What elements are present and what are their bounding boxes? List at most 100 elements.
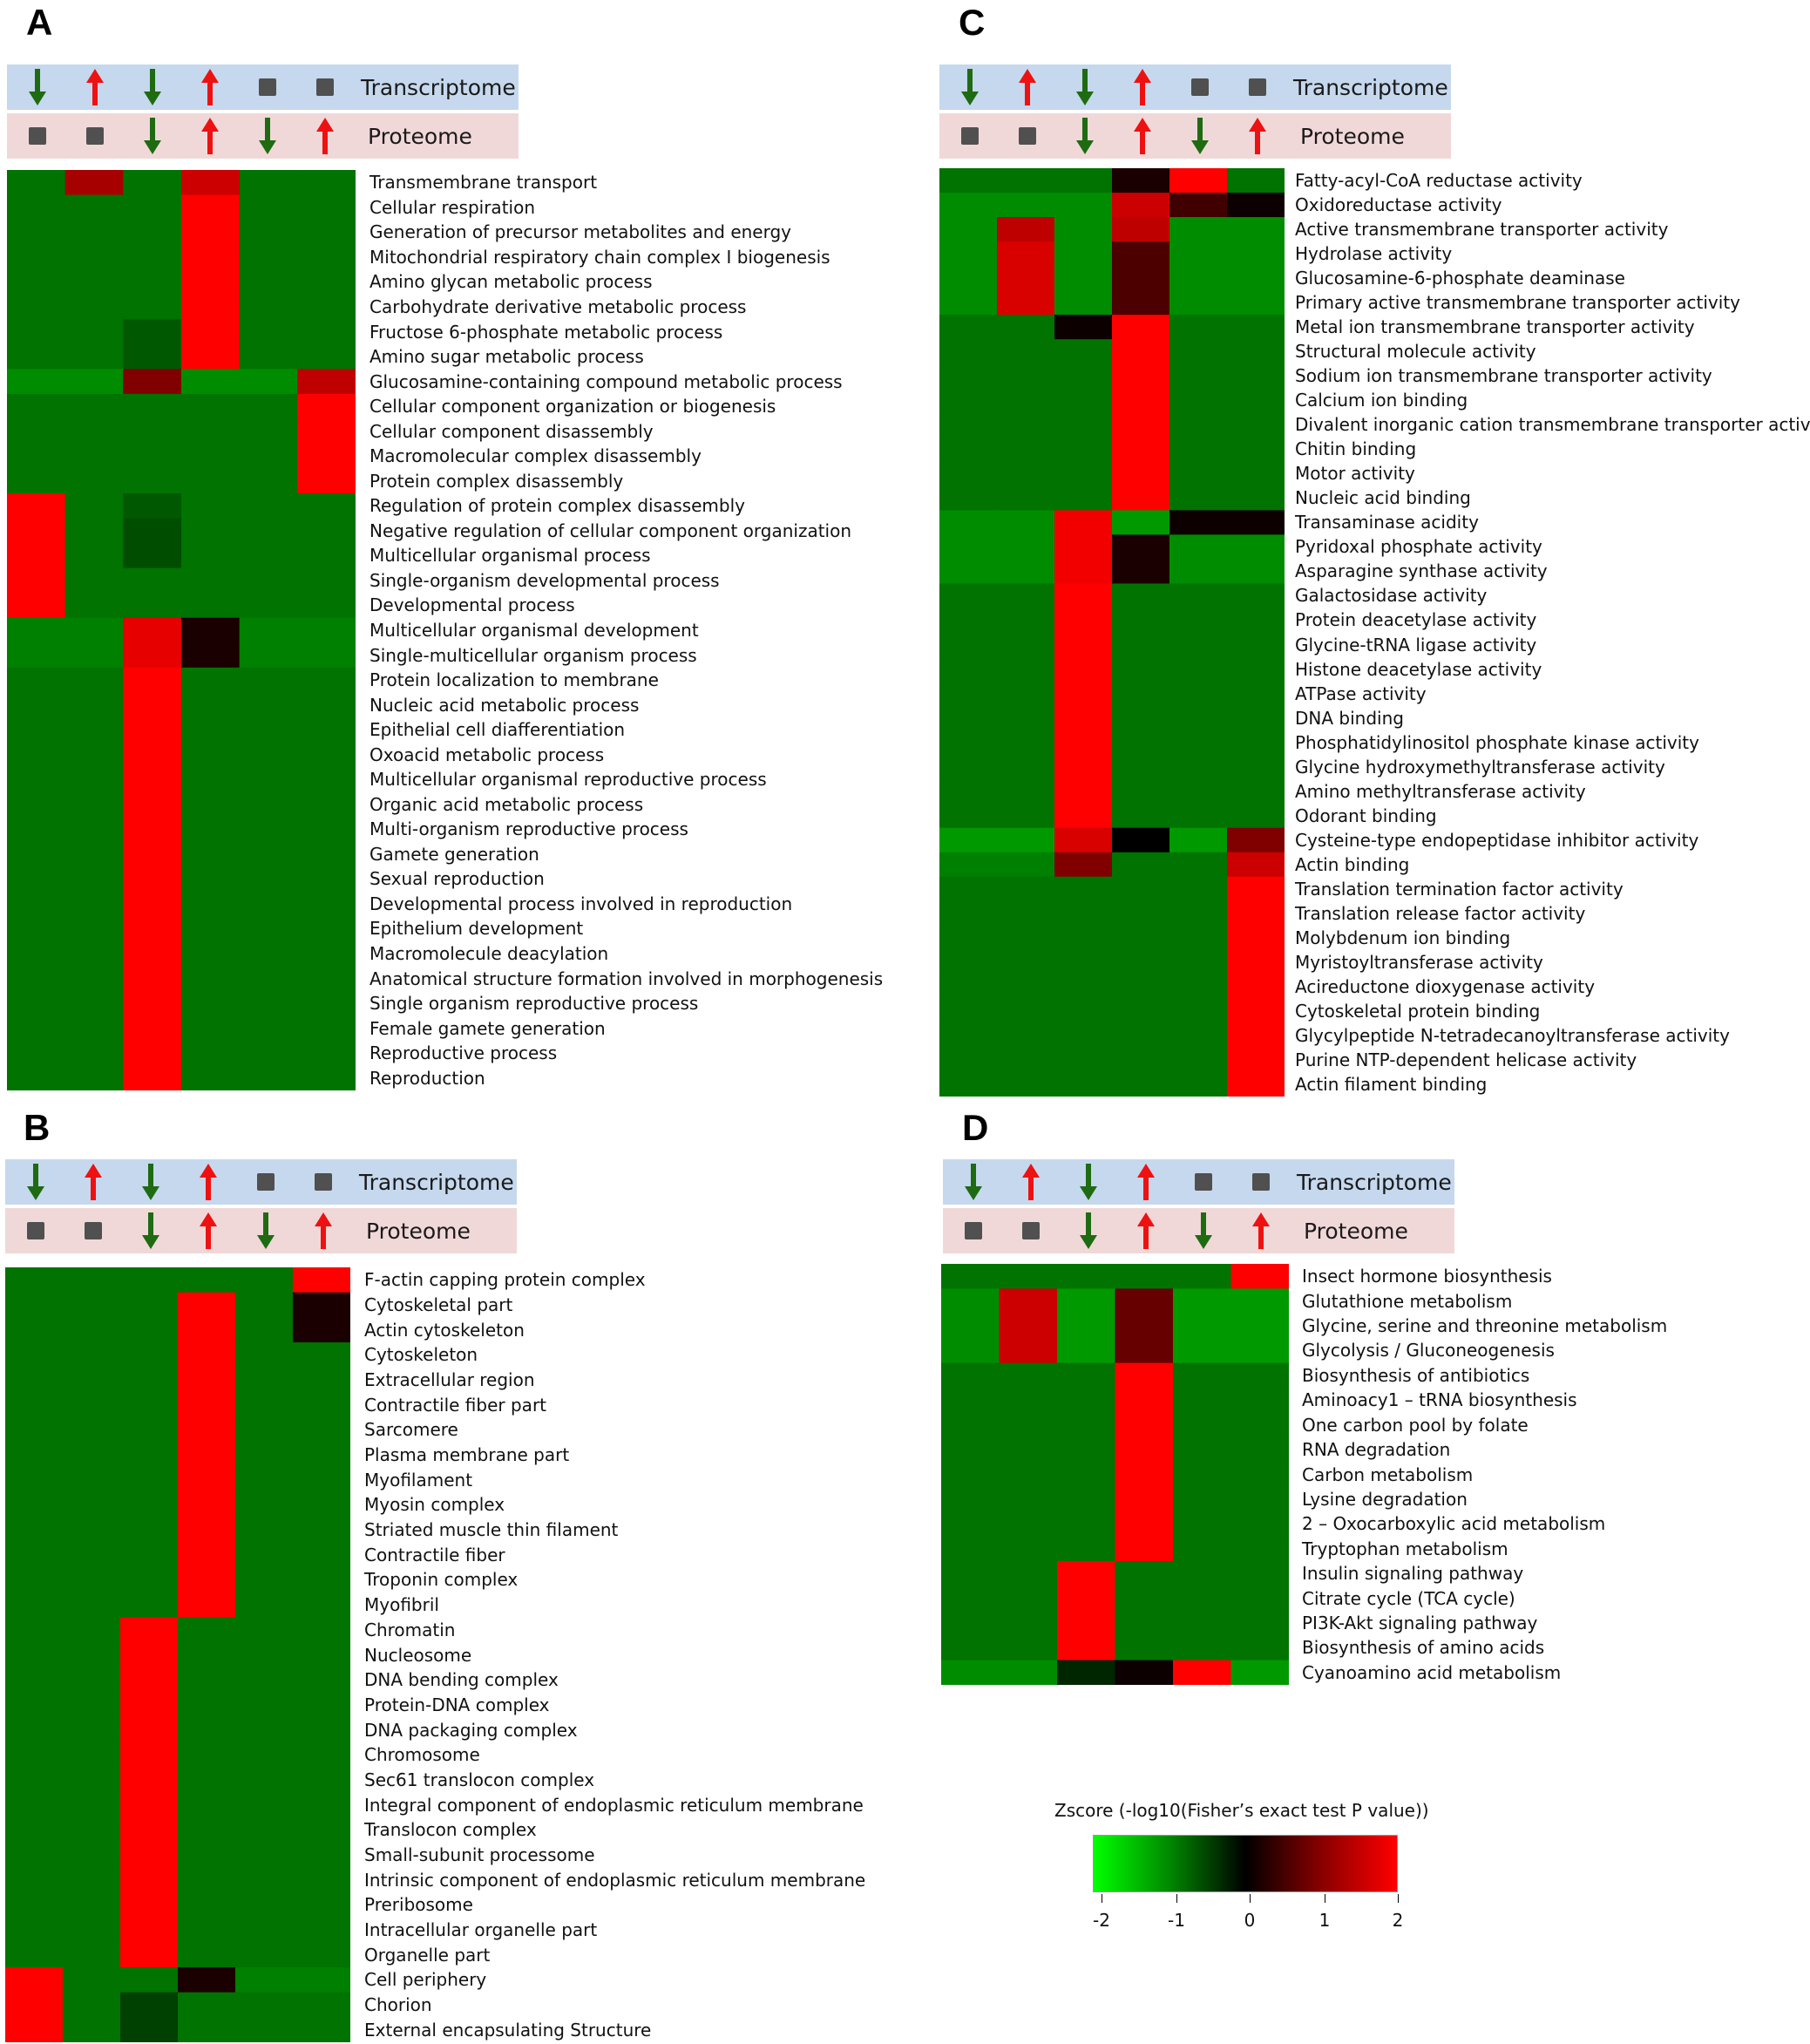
up-arrow-icon (66, 65, 124, 110)
heatmap-cell (235, 1342, 294, 1368)
row-label: Acireductone dioxygenase activity (1295, 975, 1596, 997)
square-icon (7, 1208, 64, 1253)
heatmap-cell (64, 369, 124, 395)
row-label: Fatty-acyl-CoA reductase activity (1295, 170, 1583, 191)
heatmap-cell (1112, 363, 1170, 389)
heatmap-cell (1057, 1610, 1115, 1636)
heatmap-cell (997, 608, 1055, 633)
heatmap-cell (1169, 1047, 1228, 1073)
heatmap-cell (1169, 974, 1228, 1000)
heatmap-cell (293, 1542, 350, 1568)
heatmap-cell (239, 766, 298, 793)
heatmap-cell (1169, 583, 1228, 608)
heatmap-cell (1057, 1412, 1115, 1438)
heatmap-cell (64, 716, 124, 743)
heatmap-cell (293, 1367, 350, 1393)
heatmap-cell (239, 468, 298, 494)
row-label: Glycine-tRNA ligase activity (1295, 634, 1537, 655)
heatmap-cell (1054, 1071, 1113, 1097)
heatmap-cell (1169, 388, 1228, 413)
heatmap-cell (123, 891, 182, 917)
heatmap-cell (939, 876, 998, 902)
heatmap-cell (7, 269, 66, 295)
heatmap-cell (178, 1542, 236, 1568)
heatmap-cell (120, 1442, 179, 1468)
row-label: Glycylpeptide N-tetradecanoyltransferase… (1295, 1024, 1730, 1046)
row-label: Biosynthesis of amino acids (1302, 1637, 1545, 1659)
heatmap-cell (7, 692, 66, 718)
heatmap-cell (178, 1966, 236, 1993)
heatmap-cell (7, 369, 66, 395)
heatmap-cell (63, 1792, 121, 1818)
heatmap-cell (1169, 998, 1228, 1024)
heatmap-cell (239, 1015, 298, 1042)
heatmap-cell (181, 891, 241, 917)
heatmap-cell (64, 1015, 124, 1042)
heatmap-cell (939, 1022, 998, 1049)
heatmap-cell (120, 1392, 179, 1418)
heatmap-cell (1054, 339, 1113, 364)
heatmap-cell (120, 1267, 179, 1294)
heatmap-cell (235, 1867, 294, 1893)
heatmap-cell (1054, 754, 1113, 780)
up-arrow-icon (296, 113, 354, 159)
heatmap-cell (1227, 632, 1285, 658)
row-label: Single organism reproductive process (369, 993, 699, 1015)
row-label: Extracellular region (364, 1369, 535, 1391)
row-label: Plasma membrane part (364, 1444, 570, 1466)
heatmap-cell (1115, 1412, 1174, 1438)
transcriptome-label: Transcriptome (1293, 74, 1448, 100)
heatmap-cell (235, 1367, 294, 1393)
heatmap-cell (297, 593, 356, 619)
heatmap-cell (181, 244, 241, 270)
heatmap-cell (181, 369, 241, 395)
heatmap-cell (239, 393, 298, 419)
heatmap-cell (1115, 1635, 1174, 1661)
heatmap-cell (939, 315, 998, 340)
heatmap-cell (7, 518, 66, 544)
proteome-band: Proteome (939, 113, 1451, 159)
row-label: Nucleic acid binding (1295, 487, 1471, 509)
heatmap-cell (123, 817, 182, 843)
heatmap-cell (123, 766, 182, 793)
heatmap-cell (123, 593, 182, 619)
transcriptome-band: Transcriptome (939, 65, 1451, 110)
row-label: ATPase activity (1295, 682, 1427, 704)
heatmap-cell (1227, 290, 1285, 316)
up-arrow-icon (180, 1159, 237, 1205)
row-label: Macromolecular complex disassembly (369, 445, 702, 467)
heatmap-cell (997, 266, 1055, 291)
heatmap-cell (297, 343, 356, 370)
heatmap-cell (1230, 1536, 1289, 1562)
heatmap-cell (941, 1388, 1000, 1413)
heatmap-cell (1169, 266, 1228, 291)
row-label: Generation of precursor metabolites and … (369, 221, 792, 243)
heatmap-cell (1057, 1462, 1115, 1488)
heatmap-cell (1169, 193, 1228, 218)
heatmap-cell (7, 966, 66, 992)
heatmap-cell (997, 705, 1055, 731)
heatmap-cell (997, 193, 1055, 218)
heatmap-cell (181, 742, 241, 768)
heatmap-cell (939, 559, 998, 584)
heatmap-cell (178, 2017, 236, 2042)
heatmap-cell (181, 667, 241, 693)
heatmap-cell (64, 319, 124, 345)
heatmap-cell (293, 1642, 350, 1668)
row-label: Single-organism developmental process (369, 569, 720, 591)
row-label: Multi-organism reproductive process (369, 818, 688, 840)
heatmap-cell (178, 1367, 236, 1393)
heatmap-cell (297, 716, 356, 743)
heatmap-cell (997, 656, 1055, 682)
proteome-band: Proteome (5, 1208, 517, 1253)
heatmap-cell (1112, 412, 1170, 438)
row-label: Myofilament (364, 1469, 473, 1491)
heatmap-cell (1230, 1560, 1289, 1586)
row-label: Chromatin (364, 1619, 456, 1640)
square-icon (1229, 65, 1286, 110)
heatmap-cell (1227, 412, 1285, 438)
heatmap-cell (64, 667, 124, 693)
heatmap-cell (1115, 1313, 1174, 1339)
up-arrow-icon (1232, 1208, 1290, 1253)
heatmap-cell (64, 194, 124, 221)
